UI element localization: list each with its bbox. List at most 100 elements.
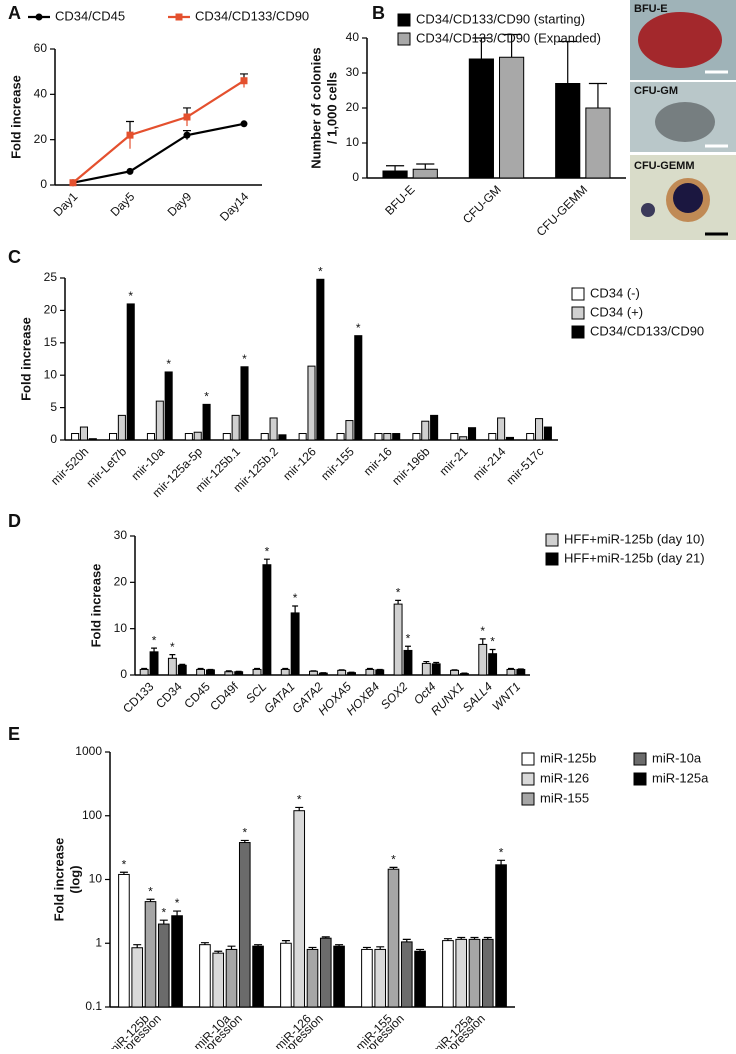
bar — [235, 672, 243, 675]
bar — [375, 949, 386, 1007]
x-tick-label: CFU-GM — [460, 182, 504, 226]
bar — [456, 939, 467, 1007]
significance-star: * — [242, 826, 247, 840]
bar — [239, 843, 250, 1007]
x-tick-label: SALL4 — [460, 679, 496, 715]
significance-star: * — [204, 390, 209, 404]
bar — [263, 565, 271, 675]
bar — [232, 415, 239, 440]
series-line — [73, 124, 244, 183]
point — [184, 114, 191, 121]
bar — [355, 336, 362, 440]
x-tick-label: mir-126 — [280, 444, 319, 483]
x-tick-label: CD45 — [181, 679, 213, 711]
error-bar — [480, 639, 486, 645]
bar — [498, 418, 505, 440]
bar — [145, 902, 156, 1007]
error-bar — [559, 42, 577, 84]
error-bar — [169, 655, 175, 659]
colony — [655, 102, 715, 142]
bar — [451, 434, 458, 440]
bar — [213, 953, 224, 1007]
error-bar — [292, 606, 298, 613]
significance-star: * — [391, 853, 396, 867]
significance-star: * — [166, 357, 171, 371]
bar — [320, 938, 331, 1007]
x-tick-label: mir-21 — [437, 444, 471, 478]
colony — [638, 12, 722, 68]
bar — [460, 674, 468, 675]
point — [127, 168, 134, 175]
panel-label: C — [8, 247, 21, 267]
significance-star: * — [265, 544, 270, 558]
bar — [338, 670, 346, 675]
significance-star: * — [161, 905, 166, 919]
series-line — [73, 81, 244, 183]
legend-label: CD34/CD133/CD90 — [590, 323, 704, 338]
legend-swatch — [398, 33, 410, 45]
bar — [225, 672, 233, 675]
error-bar — [395, 600, 401, 604]
x-tick-label: SOX2 — [378, 679, 411, 712]
bar — [422, 663, 430, 675]
x-tick-label: CD133 — [120, 679, 157, 716]
bar — [451, 670, 459, 675]
legend-swatch — [546, 534, 558, 546]
bar — [119, 874, 130, 1007]
bar — [413, 434, 420, 440]
significance-star: * — [499, 845, 504, 859]
error-bar — [386, 166, 404, 171]
bar — [527, 434, 534, 440]
significance-star: * — [152, 633, 157, 647]
panel-label: E — [8, 724, 20, 744]
significance-star: * — [170, 640, 175, 654]
significance-star: * — [175, 896, 180, 910]
y-tick-label: 40 — [34, 87, 48, 101]
y-tick-label: 20 — [34, 132, 48, 146]
y-axis-label: Number of colonies — [308, 47, 323, 168]
bar — [203, 404, 210, 440]
significance-star: * — [480, 624, 485, 638]
bar — [291, 613, 299, 675]
bar — [337, 434, 344, 440]
y-axis-label: / 1,000 cells — [324, 72, 339, 144]
bar — [72, 434, 79, 440]
bar — [281, 943, 292, 1007]
panel-b-images: BFU-E CFU-GM CFU-GEMM — [630, 0, 736, 240]
image-label: BFU-E — [634, 3, 668, 15]
bar — [489, 434, 496, 440]
image-label: CFU-GM — [634, 85, 678, 97]
y-tick-label: 0 — [50, 432, 57, 446]
bar — [156, 401, 163, 440]
y-tick-label: 0 — [120, 667, 127, 681]
bar — [422, 421, 429, 440]
bar — [281, 669, 289, 675]
bar — [383, 171, 407, 178]
y-axis-label: (log) — [67, 865, 82, 893]
y-tick-label: 15 — [44, 335, 58, 349]
significance-star: * — [318, 264, 323, 278]
bar — [140, 669, 148, 675]
legend-label: CD34/CD133/CD90 — [195, 8, 309, 23]
legend-label: CD34 (+) — [590, 304, 643, 319]
bar — [200, 945, 211, 1007]
bar — [317, 279, 324, 440]
panel-label: B — [372, 3, 385, 23]
legend-swatch — [634, 773, 646, 785]
bar — [415, 951, 426, 1007]
bar — [394, 604, 402, 675]
y-tick-label: 20 — [44, 303, 58, 317]
x-tick-label: mir-517c — [503, 444, 546, 487]
point — [241, 77, 248, 84]
legend-swatch — [398, 14, 410, 26]
bar — [496, 865, 507, 1007]
error-bar — [264, 559, 270, 565]
legend-label: CD34/CD133/CD90 (starting) — [416, 11, 585, 26]
error-bar — [416, 164, 434, 169]
legend-swatch — [522, 793, 534, 805]
error-bar — [589, 84, 607, 109]
y-tick-label: 30 — [346, 65, 360, 79]
colony — [641, 203, 655, 217]
bar — [299, 434, 306, 440]
significance-star: * — [242, 352, 247, 366]
